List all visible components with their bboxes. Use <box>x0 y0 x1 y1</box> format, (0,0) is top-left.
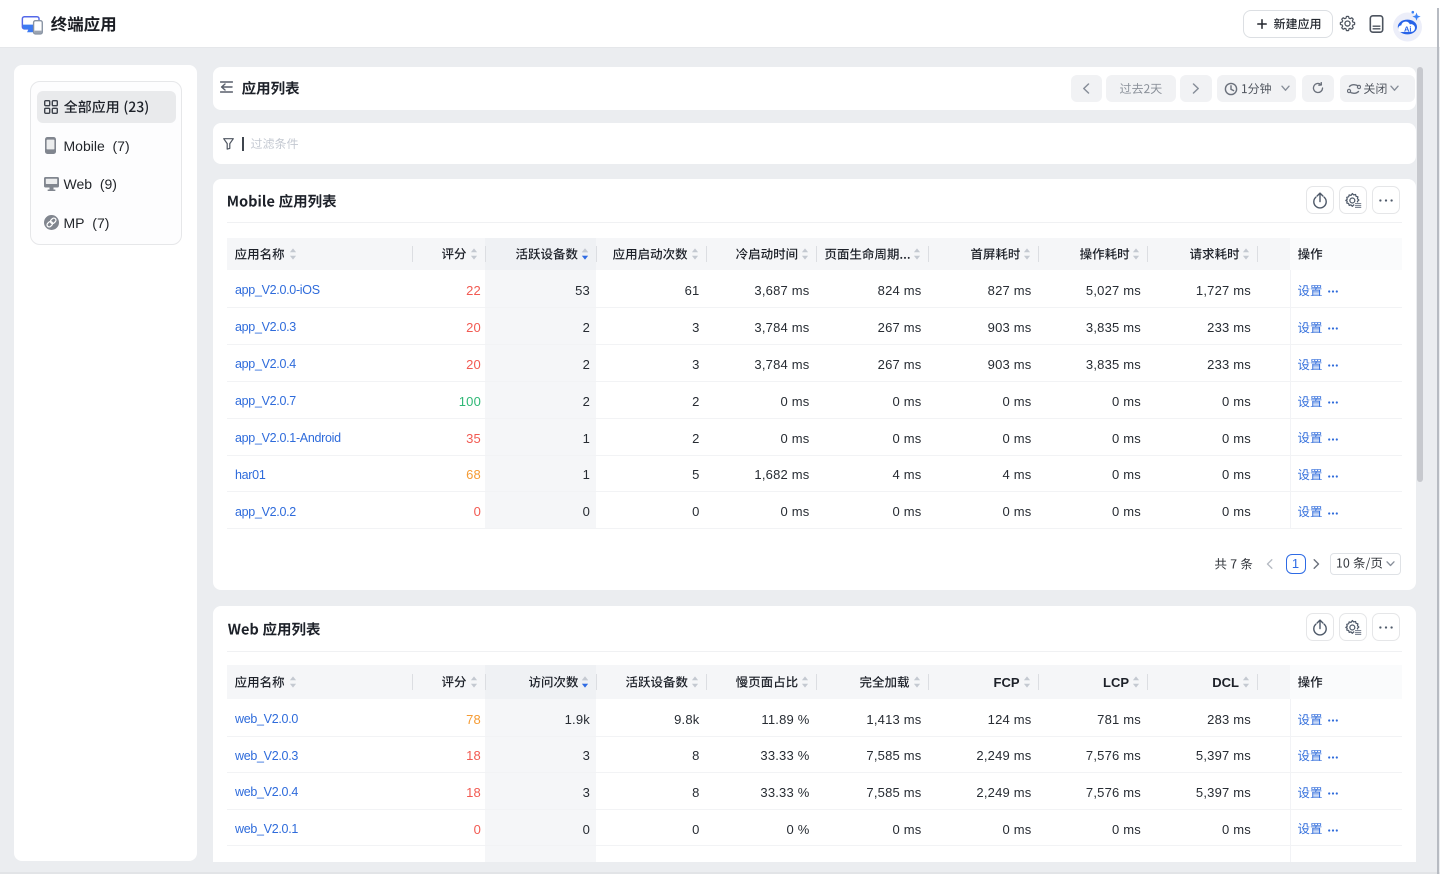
svg-text:Ai: Ai <box>1404 24 1412 33</box>
